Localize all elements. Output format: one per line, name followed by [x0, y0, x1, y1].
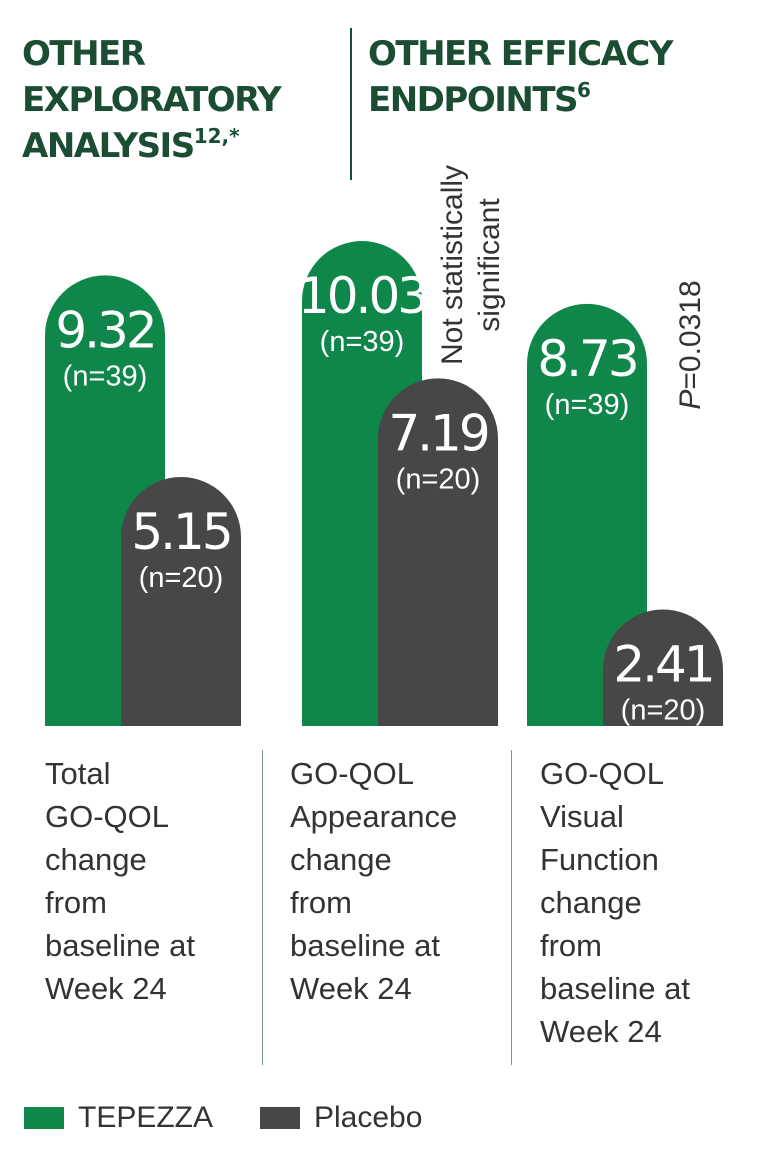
category-label-line: from [290, 885, 352, 920]
data-label-n: (n=20) [139, 562, 224, 594]
bar-tepezza [527, 303, 647, 726]
bar-chart: 9.32(n=39)5.15(n=20)10.03(n=39)7.19(n=20… [45, 165, 723, 726]
legend-item-placebo: Placebo [260, 1098, 422, 1138]
data-label-n: (n=39) [545, 389, 630, 421]
category-label-line: Visual [540, 799, 624, 834]
category-label-line: Week 24 [540, 1014, 662, 1049]
data-label-n: (n=39) [63, 360, 148, 392]
bar-placebo [121, 476, 241, 726]
data-label-n: (n=20) [396, 463, 481, 495]
data-label-value: 10.03 [298, 267, 426, 325]
category-divider [511, 750, 512, 1065]
category-label-line: from [45, 885, 107, 920]
category-label-line: Function [540, 842, 659, 877]
category-label-line: Appearance [290, 799, 458, 834]
bar-placebo [603, 609, 723, 726]
annotation-p-number: =0.0318 [674, 280, 707, 389]
category-label-line: baseline at [540, 971, 690, 1006]
category-label-line: GO-QOL [540, 756, 665, 791]
category-label-line: Week 24 [290, 971, 412, 1006]
bar-placebo [378, 378, 498, 726]
category-label-appearance: GO-QOL Appearance change from baseline at Wee… [290, 752, 505, 1010]
category-label-line: GO-QOL [45, 799, 170, 834]
data-label-value: 8.73 [537, 330, 636, 388]
legend-label: Placebo [314, 1101, 423, 1134]
category-label-line: change [45, 842, 147, 877]
annotation-not-significant: significant [473, 198, 506, 332]
category-divider [262, 750, 263, 1065]
category-label-line: change [540, 885, 642, 920]
category-label-line: baseline at [45, 928, 195, 963]
category-label-line: Total [45, 756, 111, 791]
legend-item-tepezza: TEPEZZA [24, 1098, 213, 1138]
category-label-line: GO-QOL [290, 756, 415, 791]
heading-exploratory-analysis: OTHER EXPLORATORY ANALYSIS12,* [22, 34, 282, 166]
data-label-value: 2.41 [613, 635, 712, 693]
data-label-value: 7.19 [388, 404, 488, 462]
heading-divider [350, 28, 352, 180]
category-label-line: from [540, 928, 602, 963]
data-label-value: 9.32 [55, 301, 154, 359]
heading-efficacy-endpoints: OTHER EFFICACY ENDPOINTS6 [368, 34, 673, 120]
category-label-line: baseline at [290, 928, 440, 963]
data-label-value: 5.15 [131, 503, 230, 561]
legend-label: TEPEZZA [78, 1101, 214, 1134]
legend-swatch [260, 1107, 300, 1129]
category-label-line: change [290, 842, 392, 877]
data-label-n: (n=20) [621, 694, 706, 726]
annotation-p-letter: P [674, 390, 707, 410]
legend-swatch [24, 1107, 64, 1129]
category-label-line: Week 24 [45, 971, 167, 1006]
annotation-p-value: P=0.0318 [674, 280, 707, 409]
category-label-visual-function: GO-QOL Visual Function change from baseline a… [540, 752, 755, 1053]
annotation-not-significant: Not statistically [436, 165, 469, 365]
category-label-total: Total GO-QOL change from baseline at Week 24 [45, 752, 255, 1010]
data-label-n: (n=39) [320, 326, 405, 358]
